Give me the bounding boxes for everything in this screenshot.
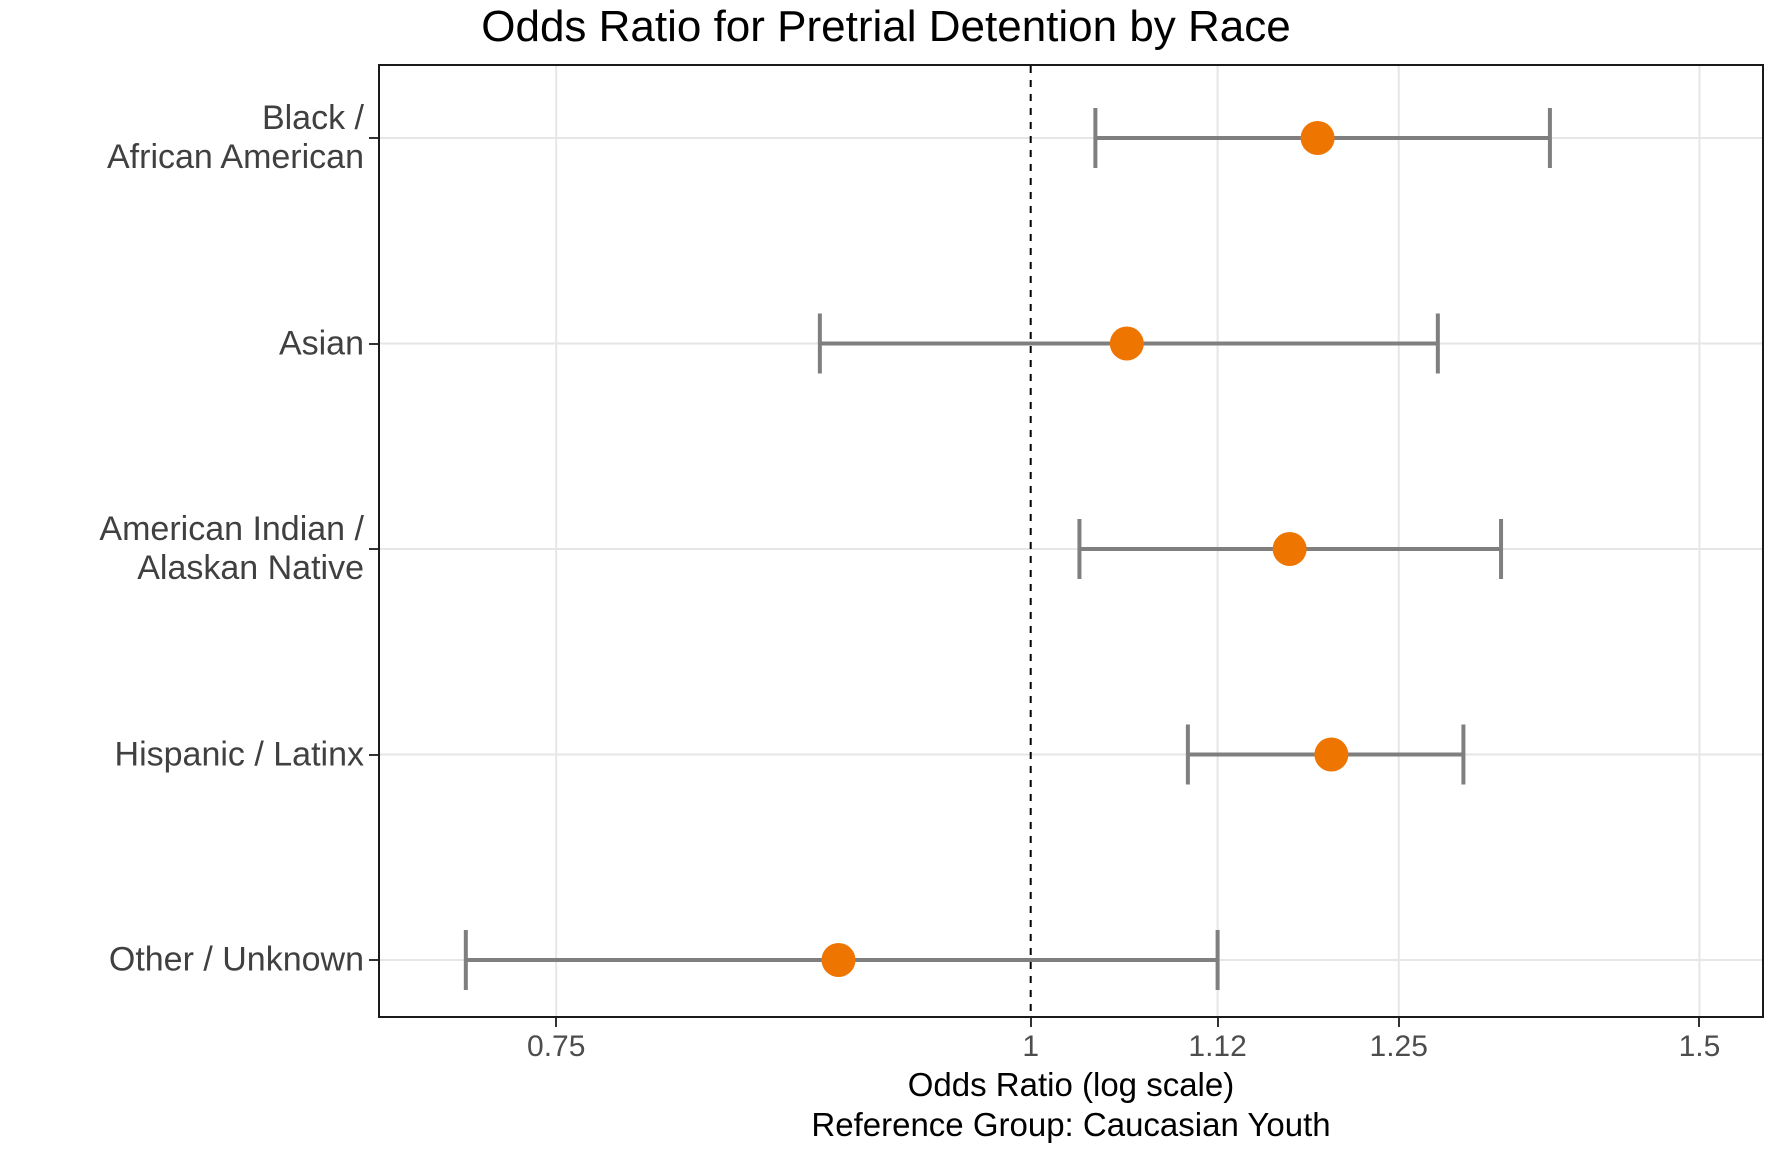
x-tick-label: 1.5 xyxy=(1678,1030,1721,1063)
y-axis-label: Other / Unknown xyxy=(108,940,364,979)
y-tick-mark xyxy=(369,137,378,139)
data-point xyxy=(1314,737,1349,772)
chart-title: Odds Ratio for Pretrial Detention by Rac… xyxy=(481,2,1291,51)
data-point xyxy=(1109,326,1144,361)
y-axis-label: Black / African American xyxy=(107,99,364,176)
data-point xyxy=(1272,532,1307,566)
x-tick-label: 1 xyxy=(1022,1030,1040,1063)
plot-panel xyxy=(378,64,1764,1018)
data-point xyxy=(1300,121,1335,155)
y-axis-label: American Indian / Alaskan Native xyxy=(99,510,364,587)
x-tick-label: 1.12 xyxy=(1188,1030,1247,1063)
x-tick-mark xyxy=(1698,1018,1701,1027)
data-point xyxy=(821,943,856,977)
x-axis-title: Odds Ratio (log scale) xyxy=(907,1066,1235,1103)
y-tick-mark xyxy=(369,753,378,756)
x-tick-label: 1.25 xyxy=(1369,1030,1428,1063)
x-tick-label: 0.75 xyxy=(527,1030,586,1063)
x-axis-subtitle: Reference Group: Caucasian Youth xyxy=(811,1106,1331,1143)
y-axis-label: Asian xyxy=(278,324,364,362)
x-tick-mark xyxy=(555,1018,558,1027)
x-tick-mark xyxy=(1029,1018,1032,1027)
y-axis-label: Hispanic / Latinx xyxy=(114,735,364,773)
y-tick-mark xyxy=(369,548,378,550)
x-tick-mark xyxy=(1216,1018,1219,1027)
x-tick-mark xyxy=(1397,1018,1400,1027)
plot-area-svg xyxy=(380,66,1762,1016)
y-tick-mark xyxy=(369,342,378,345)
y-tick-mark xyxy=(369,959,378,961)
